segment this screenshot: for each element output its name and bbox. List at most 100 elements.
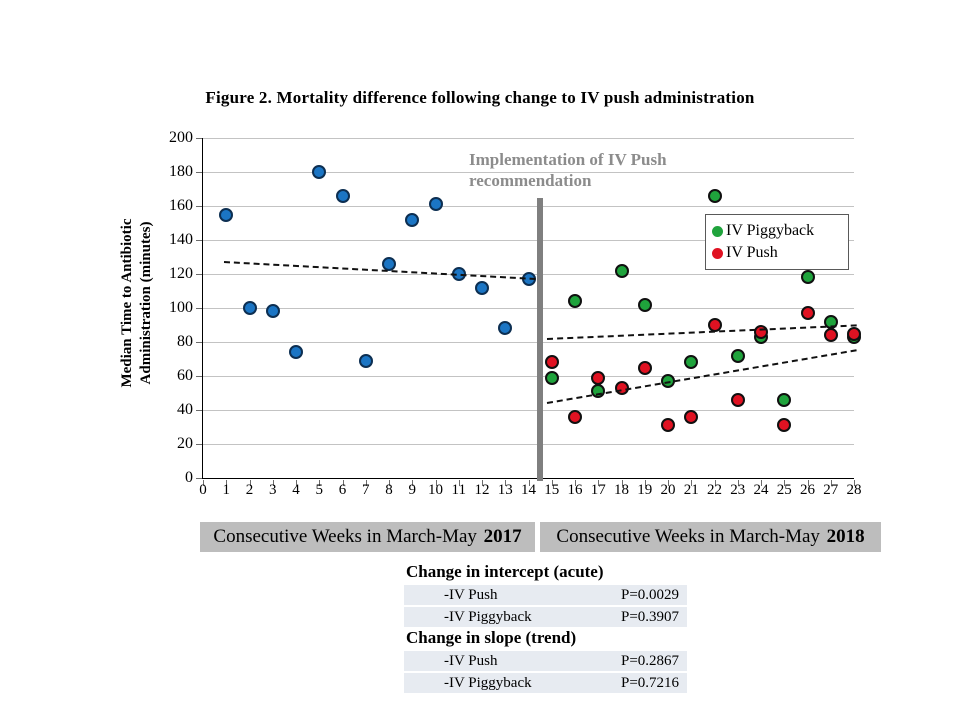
- x-tick-label: 13: [497, 482, 513, 498]
- x-tick-mark: [528, 480, 530, 486]
- period-2017-year: 2017: [483, 526, 522, 547]
- data-point-2017: [312, 165, 327, 179]
- data-point-iv-push: [661, 418, 675, 433]
- x-tick-mark: [784, 480, 786, 486]
- gridline: [203, 409, 854, 411]
- x-tick-mark: [296, 480, 297, 486]
- event-bar: [537, 197, 544, 481]
- data-point-iv-push: [823, 328, 838, 343]
- y-tick-mark: [196, 138, 202, 139]
- x-tick-label: 11: [451, 482, 466, 498]
- y-tick-mark: [196, 342, 202, 343]
- legend-label-push: IV Push: [726, 244, 778, 261]
- x-tick-label: 9: [408, 482, 417, 498]
- x-tick-mark: [551, 480, 553, 486]
- gridline: [203, 375, 854, 377]
- data-point-iv-push: [847, 326, 861, 341]
- event-annotation: Implementation of IV Push recommendation: [469, 149, 667, 191]
- y-tick-mark: [196, 444, 202, 445]
- event-annotation-line1: Implementation of IV Push: [469, 150, 667, 169]
- gridline: [203, 137, 854, 139]
- data-point-iv-piggyback: [707, 188, 722, 203]
- data-point-iv-piggyback: [800, 270, 815, 285]
- data-point-iv-piggyback: [823, 314, 838, 329]
- x-tick-label: 7: [362, 482, 370, 498]
- y-tick-label: 160: [169, 197, 193, 214]
- data-point-iv-push: [684, 409, 699, 424]
- data-point-iv-piggyback: [730, 348, 745, 363]
- y-tick-label: 20: [177, 435, 193, 452]
- x-tick-label: 1: [222, 482, 231, 498]
- y-tick-label: 0: [185, 469, 193, 486]
- x-tick-mark: [319, 480, 321, 486]
- y-tick-label: 140: [169, 231, 193, 248]
- y-tick-mark: [196, 308, 202, 309]
- x-tick-mark: [830, 480, 832, 486]
- gridline: [203, 307, 854, 309]
- gridline: [203, 205, 854, 207]
- x-tick-mark: [621, 480, 623, 486]
- x-tick-mark: [505, 480, 507, 486]
- data-point-iv-push: [754, 324, 768, 339]
- x-tick-label: 25: [776, 482, 792, 498]
- stats-row-value: P=0.0029: [621, 587, 680, 603]
- legend: IV Piggyback IV Push: [705, 214, 849, 270]
- x-tick-label: 20: [660, 482, 676, 498]
- x-tick-label: 22: [707, 482, 722, 498]
- x-tick-mark: [365, 480, 367, 486]
- x-tick-label: 2: [245, 482, 254, 498]
- x-tick-label: 3: [269, 482, 277, 498]
- data-point-iv-piggyback: [661, 374, 675, 389]
- data-point-2017: [428, 197, 443, 212]
- stats-row-value: P=0.3907: [621, 609, 680, 625]
- x-tick-mark: [807, 480, 809, 486]
- legend-label-piggyback: IV Piggyback: [726, 222, 815, 239]
- data-point-2017: [475, 280, 489, 295]
- data-point-iv-push: [614, 380, 629, 395]
- x-tick-mark: [691, 480, 693, 486]
- x-tick-label: 5: [315, 482, 324, 498]
- gridline: [203, 171, 854, 173]
- data-point-iv-piggyback: [684, 355, 699, 370]
- piggyback-marker-icon: [712, 225, 723, 237]
- y-tick-label: 60: [177, 367, 193, 384]
- x-tick-mark: [458, 480, 460, 486]
- y-tick-label: 100: [169, 299, 193, 316]
- period-2017-text: Consecutive Weeks in March-May: [213, 526, 477, 547]
- legend-item-push: IV Push: [712, 242, 842, 264]
- data-point-iv-push: [707, 318, 722, 332]
- data-point-iv-piggyback: [568, 294, 582, 309]
- stats-row-label: -IV Piggyback: [444, 609, 532, 625]
- x-tick-mark: [389, 480, 390, 486]
- data-point-iv-piggyback: [544, 370, 559, 385]
- x-tick-mark: [203, 480, 204, 486]
- x-tick-mark: [854, 480, 855, 486]
- x-tick-mark: [761, 480, 762, 486]
- x-tick-label: 17: [590, 482, 606, 498]
- stats-row-label: -IV Piggyback: [444, 675, 532, 691]
- x-tick-mark: [482, 480, 483, 486]
- data-point-2017: [219, 207, 234, 222]
- data-point-iv-push: [800, 306, 815, 321]
- stats-row-label: -IV Push: [444, 653, 498, 669]
- gridline: [203, 341, 854, 343]
- x-tick-label: 15: [544, 482, 560, 498]
- x-tick-label: 14: [521, 482, 536, 498]
- gridline: [203, 443, 854, 445]
- x-tick-label: 10: [428, 482, 443, 498]
- stats-section-slope: Change in slope (trend): [404, 627, 687, 649]
- y-tick-mark: [196, 478, 202, 479]
- data-point-2017: [405, 212, 420, 227]
- period-2018-year: 2018: [826, 526, 865, 547]
- x-tick-label: 16: [567, 482, 583, 498]
- period-2018-text: Consecutive Weeks in March-May: [556, 526, 820, 547]
- data-point-iv-push: [568, 409, 582, 424]
- data-point-2017: [242, 301, 257, 315]
- x-tick-mark: [435, 480, 437, 486]
- trendline-2017: [223, 261, 536, 281]
- data-point-iv-push: [544, 355, 559, 370]
- y-tick-label: 200: [169, 129, 193, 146]
- legend-item-piggyback: IV Piggyback: [712, 220, 842, 242]
- data-point-iv-piggyback: [591, 384, 606, 399]
- data-point-2017: [382, 256, 396, 271]
